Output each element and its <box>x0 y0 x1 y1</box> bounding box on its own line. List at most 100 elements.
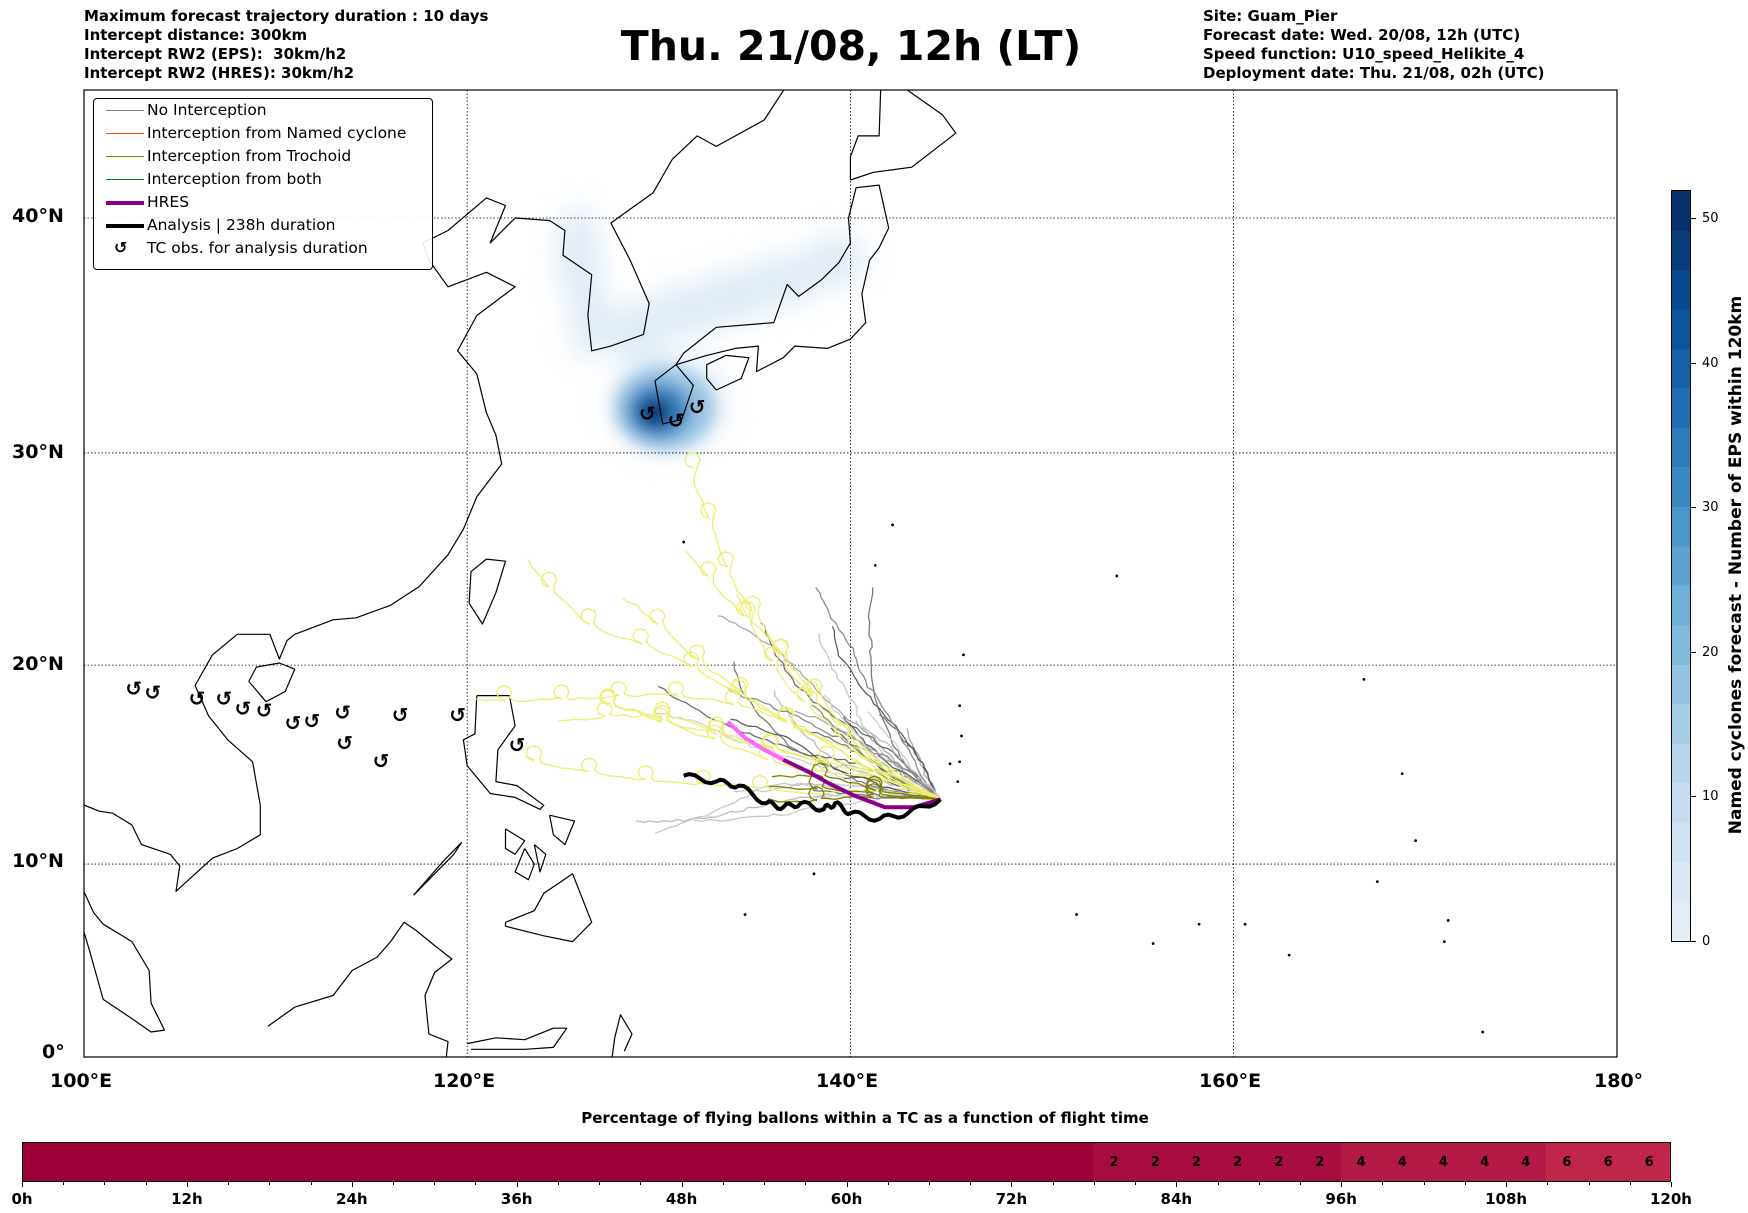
bar-tick-label: 12h <box>171 1190 203 1208</box>
island <box>948 762 952 766</box>
flight-time-bin <box>475 1143 518 1181</box>
legend-item: ↺ TC obs. for analysis duration <box>94 238 432 259</box>
bar-tick-label: 24h <box>336 1190 368 1208</box>
tc-symbol-icon: ↺ <box>336 731 353 755</box>
density-area <box>637 397 672 428</box>
flight-time-bin: 2 <box>1216 1143 1259 1181</box>
island <box>962 653 965 657</box>
flight-time-bin <box>640 1143 682 1181</box>
tc-symbol-icon: ↺ <box>689 395 706 419</box>
ensemble-tracks <box>475 451 942 834</box>
island <box>1481 1030 1485 1034</box>
bar-tick-mark <box>269 1182 271 1185</box>
island <box>1115 574 1119 578</box>
bar-tick-mark <box>1629 1182 1631 1185</box>
island <box>1287 953 1291 957</box>
legend-item: No Interception <box>94 101 432 121</box>
island <box>1442 940 1446 944</box>
bar-tick-mark <box>928 1182 930 1185</box>
legend-label: Interception from both <box>147 170 322 188</box>
bar-tick-mark <box>846 1182 848 1187</box>
bar-tick-mark <box>434 1182 436 1185</box>
coastline <box>849 90 957 181</box>
header-right: Site: Guam_Pier Forecast date: Wed. 20/0… <box>1203 7 1544 83</box>
flight-time-bin <box>311 1143 353 1181</box>
island <box>1197 922 1201 926</box>
coastline <box>462 694 545 810</box>
coastline <box>504 828 526 855</box>
bar-tick-mark <box>599 1182 601 1185</box>
island <box>891 523 894 527</box>
legend-label: TC obs. for analysis duration <box>147 239 368 257</box>
island <box>812 872 816 876</box>
map-legend: No Interception Interception from Named … <box>93 98 433 270</box>
tc-symbol-icon: ↺ <box>189 687 206 711</box>
bar-tick-mark <box>1135 1182 1137 1185</box>
bar-tick-label: 120h <box>1650 1190 1692 1208</box>
lon-label-180: 180° <box>1594 1070 1644 1092</box>
flight-time-bin: 2 <box>1093 1143 1135 1181</box>
legend-label: Analysis | 238h duration <box>147 216 336 234</box>
lat-label-10: 10°N <box>12 850 64 872</box>
ensemble-track <box>831 625 941 800</box>
flight-time-bin <box>517 1143 559 1181</box>
ensemble-track <box>855 720 941 800</box>
bar-tick-mark <box>805 1182 807 1185</box>
island <box>1375 880 1379 884</box>
deployment-date-text: Deployment date: Thu. 21/08, 02h (UTC) <box>1203 64 1545 82</box>
flight-time-bin: 6 <box>1546 1143 1588 1181</box>
bottom-bar-title: Percentage of flying ballons within a TC… <box>581 1109 1149 1127</box>
flight-time-bin: 2 <box>1299 1143 1341 1181</box>
island <box>873 564 877 567</box>
tc-symbol-icon: ↺ <box>144 681 161 705</box>
flight-time-bin: 4 <box>1505 1143 1547 1181</box>
colorbar-label: Named cyclones forecast - Number of EPS … <box>1726 295 1746 835</box>
island <box>682 540 686 544</box>
flight-time-bin: 4 <box>1381 1143 1423 1181</box>
legend-line <box>106 224 144 228</box>
legend-item: Interception from Trochoid <box>94 147 432 167</box>
bar-tick-mark <box>475 1182 477 1185</box>
lat-label-30: 30°N <box>12 441 64 463</box>
flight-time-bin <box>558 1143 600 1181</box>
bar-tick-mark <box>351 1182 353 1187</box>
bar-tick-mark <box>970 1182 972 1185</box>
bar-tick-mark <box>764 1182 766 1185</box>
tc-symbol-icon: ↺ <box>256 699 273 723</box>
bar-tick-mark <box>1258 1182 1260 1185</box>
coastline <box>533 844 547 873</box>
lat-label-0: 0° <box>42 1041 65 1063</box>
legend-item: Interception from Named cyclone <box>94 124 432 144</box>
bar-tick-mark <box>1011 1182 1013 1187</box>
island <box>960 734 963 738</box>
bar-tick-mark <box>1506 1182 1508 1187</box>
legend-label: HRES <box>147 193 190 211</box>
flight-time-bin <box>599 1143 641 1181</box>
analysis-track <box>683 772 942 823</box>
bar-tick-label: 0h <box>11 1190 33 1208</box>
density-area <box>745 255 822 304</box>
island <box>1414 839 1418 843</box>
legend-line <box>106 179 144 180</box>
bar-tick-mark <box>1217 1182 1219 1185</box>
tc-symbol-icon: ↺ <box>114 238 128 257</box>
bar-tick-mark <box>1341 1182 1343 1187</box>
bar-tick-label: 84h <box>1160 1190 1193 1208</box>
coastline <box>514 848 535 881</box>
coastline <box>549 814 576 846</box>
coastline <box>84 90 785 892</box>
legend-line <box>106 201 144 205</box>
tc-symbol-icon: ↺ <box>334 701 351 725</box>
bar-tick-label: 108h <box>1485 1190 1528 1208</box>
bar-tick-mark <box>722 1182 724 1185</box>
tc-symbol-icon: ↺ <box>284 711 301 735</box>
lat-label-20: 20°N <box>12 653 64 675</box>
flight-time-bin: 4 <box>1422 1143 1465 1181</box>
coastline <box>504 873 593 943</box>
tc-symbol-icon: ↺ <box>234 697 251 721</box>
forecast-date-text: Forecast date: Wed. 20/08, 12h (UTC) <box>1203 26 1521 44</box>
bar-tick-mark <box>640 1182 642 1185</box>
ensemble-track <box>815 587 942 800</box>
